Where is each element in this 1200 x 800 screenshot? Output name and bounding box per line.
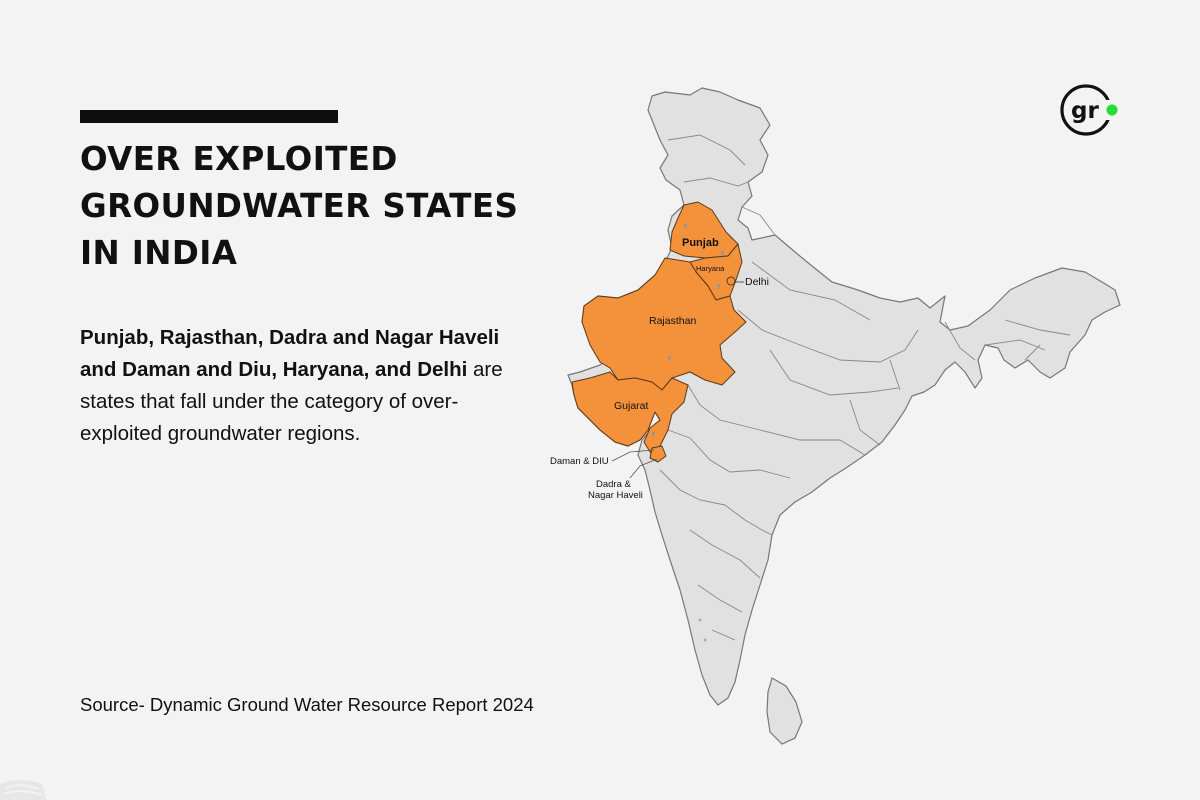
map-markers	[652, 224, 724, 438]
region-delhi	[726, 276, 736, 286]
label-daman-diu: Daman & DIU	[550, 456, 609, 467]
label-dadra-1: Dadra &	[596, 479, 632, 490]
india-map: Punjab Haryana Delhi Rajasthan Gujarat D…	[550, 87, 1121, 745]
title-line-2: GROUNDWATER STATES	[80, 187, 519, 225]
corner-watermark	[0, 780, 46, 800]
gr-logo: gr	[1060, 84, 1118, 136]
label-punjab: Punjab	[682, 237, 719, 249]
region-rajasthan	[581, 257, 747, 391]
title-line-1: OVER EXPLOITED	[80, 140, 398, 178]
state-borders	[659, 134, 1071, 641]
leader-lines	[611, 449, 658, 479]
source-note: Source- Dynamic Ground Water Resource Re…	[80, 694, 534, 715]
title-line-3: IN INDIA	[80, 234, 238, 272]
logo-text: gr	[1071, 98, 1099, 124]
island-dot	[698, 618, 702, 622]
title-accent-bar	[80, 110, 338, 123]
description: Punjab, Rajasthan, Dadra and Nagar Havel…	[80, 322, 540, 450]
label-delhi: Delhi	[745, 276, 769, 288]
sri-lanka	[766, 677, 803, 745]
label-gujarat: Gujarat	[614, 400, 649, 412]
label-haryana: Haryana	[696, 264, 725, 273]
label-rajasthan: Rajasthan	[649, 315, 696, 327]
logo-accent-dot	[1106, 104, 1118, 116]
description-rest: are states that fall under the category …	[80, 358, 503, 445]
island-dot	[703, 638, 707, 642]
description-states: Punjab, Rajasthan, Dadra and Nagar Havel…	[80, 326, 500, 381]
label-dadra-2: Nagar Haveli	[588, 490, 643, 501]
description-delhi: Delhi	[417, 358, 468, 381]
page-title: OVER EXPLOITED GROUNDWATER STATES IN IND…	[80, 136, 550, 277]
